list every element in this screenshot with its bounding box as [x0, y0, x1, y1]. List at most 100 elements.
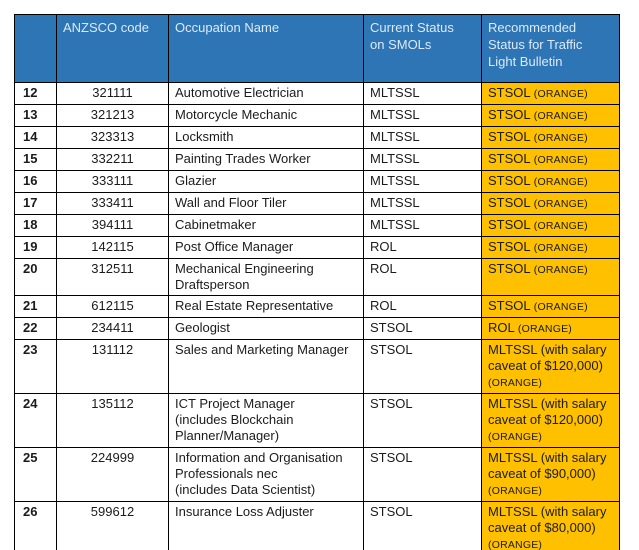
header-row: ANZSCO code Occupation Name Current Stat… [14, 14, 620, 83]
status-color-note: (ORANGE) [488, 485, 543, 497]
status-color-note: (ORANGE) [533, 132, 588, 144]
status-color-note: (ORANGE) [533, 154, 588, 166]
status-color-note: (ORANGE) [533, 176, 588, 188]
anzsco-code-cell: 599612 [56, 501, 169, 550]
table-row: 20 312511 Mechanical Engineering Draftsp… [14, 258, 620, 296]
status-color-note: (ORANGE) [533, 242, 588, 254]
current-status-cell: STSOL [363, 339, 482, 394]
row-number-cell: 19 [14, 236, 57, 259]
anzsco-code-cell: 224999 [56, 447, 169, 502]
recommended-status-cell: MLTSSL (with salary caveat of $120,000) … [481, 393, 620, 448]
row-number-cell: 23 [14, 339, 57, 394]
recommended-status-cell: STSOL (ORANGE) [481, 295, 620, 318]
row-number-cell: 14 [14, 126, 57, 149]
row-number-cell: 13 [14, 104, 57, 127]
recommended-status-text: STSOL [488, 195, 531, 210]
table-row: 15 332211 Painting Trades Worker MLTSSL … [14, 148, 620, 171]
occupation-name-cell: Mechanical Engineering Draftsperson [168, 258, 364, 296]
current-status-cell: STSOL [363, 501, 482, 550]
recommended-status-text: STSOL [488, 298, 531, 313]
current-status-cell: MLTSSL [363, 192, 482, 215]
current-status-cell: STSOL [363, 317, 482, 340]
occupation-name-cell: Automotive Electrician [168, 82, 364, 105]
recommended-status-cell: STSOL (ORANGE) [481, 126, 620, 149]
recommended-status-text: MLTSSL (with salary caveat of $90,000) [488, 450, 607, 481]
current-status-cell: ROL [363, 236, 482, 259]
status-color-note: (ORANGE) [488, 539, 543, 550]
row-number-cell: 16 [14, 170, 57, 193]
table-row: 23 131112 Sales and Marketing Manager ST… [14, 339, 620, 394]
recommended-status-cell: STSOL (ORANGE) [481, 214, 620, 237]
occupation-name-cell: Glazier [168, 170, 364, 193]
anzsco-code-cell: 333111 [56, 170, 169, 193]
anzsco-code-cell: 131112 [56, 339, 169, 394]
row-number-cell: 12 [14, 82, 57, 105]
occupation-name-cell: Wall and Floor Tiler [168, 192, 364, 215]
table-row: 24 135112 ICT Project Manager (includes … [14, 393, 620, 448]
status-color-note: (ORANGE) [533, 220, 588, 232]
anzsco-code-cell: 135112 [56, 393, 169, 448]
header-current-status: Current Status on SMOLs [363, 14, 482, 83]
table-row: 14 323313 Locksmith MLTSSL STSOL (ORANGE… [14, 126, 620, 149]
row-number-cell: 20 [14, 258, 57, 296]
recommended-status-text: STSOL [488, 173, 531, 188]
anzsco-code-cell: 394111 [56, 214, 169, 237]
recommended-status-text: STSOL [488, 217, 531, 232]
current-status-cell: MLTSSL [363, 82, 482, 105]
current-status-cell: MLTSSL [363, 126, 482, 149]
status-color-note: (ORANGE) [533, 110, 588, 122]
recommended-status-cell: STSOL (ORANGE) [481, 104, 620, 127]
occupation-name-cell: Information and Organisation Professiona… [168, 447, 364, 502]
occupation-name-cell: Insurance Loss Adjuster [168, 501, 364, 550]
row-number-cell: 15 [14, 148, 57, 171]
row-number-cell: 18 [14, 214, 57, 237]
occupation-name-cell: Motorcycle Mechanic [168, 104, 364, 127]
recommended-status-text: STSOL [488, 239, 531, 254]
row-number-cell: 26 [14, 501, 57, 550]
recommended-status-cell: MLTSSL (with salary caveat of $120,000) … [481, 339, 620, 394]
table-row: 19 142115 Post Office Manager ROL STSOL … [14, 236, 620, 259]
table-row: 26 599612 Insurance Loss Adjuster STSOL … [14, 501, 620, 550]
row-number-cell: 25 [14, 447, 57, 502]
anzsco-code-cell: 142115 [56, 236, 169, 259]
occupation-name-cell: Sales and Marketing Manager [168, 339, 364, 394]
anzsco-code-cell: 321111 [56, 82, 169, 105]
anzsco-code-cell: 321213 [56, 104, 169, 127]
table-row: 16 333111 Glazier MLTSSL STSOL (ORANGE) [14, 170, 620, 193]
header-row-number [14, 14, 57, 83]
status-color-note: (ORANGE) [533, 264, 588, 276]
recommended-status-cell: ROL (ORANGE) [481, 317, 620, 340]
recommended-status-text: ROL [488, 320, 515, 335]
status-color-note: (ORANGE) [533, 198, 588, 210]
anzsco-code-cell: 612115 [56, 295, 169, 318]
header-anzsco-code: ANZSCO code [56, 14, 169, 83]
row-number-cell: 24 [14, 393, 57, 448]
recommended-status-cell: STSOL (ORANGE) [481, 258, 620, 296]
recommended-status-text: STSOL [488, 151, 531, 166]
occupation-name-cell: Geologist [168, 317, 364, 340]
current-status-cell: STSOL [363, 393, 482, 448]
current-status-cell: MLTSSL [363, 148, 482, 171]
anzsco-code-cell: 323313 [56, 126, 169, 149]
anzsco-code-cell: 333411 [56, 192, 169, 215]
recommended-status-text: STSOL [488, 261, 531, 276]
anzsco-code-cell: 332211 [56, 148, 169, 171]
occupation-name-cell: Post Office Manager [168, 236, 364, 259]
recommended-status-text: MLTSSL (with salary caveat of $120,000) [488, 342, 607, 373]
status-color-note: (ORANGE) [517, 323, 572, 335]
occupation-name-cell: Painting Trades Worker [168, 148, 364, 171]
status-color-note: (ORANGE) [533, 301, 588, 313]
current-status-cell: MLTSSL [363, 214, 482, 237]
occupation-name-cell: Cabinetmaker [168, 214, 364, 237]
occupation-status-table: ANZSCO code Occupation Name Current Stat… [14, 14, 620, 550]
recommended-status-cell: STSOL (ORANGE) [481, 170, 620, 193]
recommended-status-text: MLTSSL (with salary caveat of $120,000) [488, 396, 607, 427]
current-status-cell: ROL [363, 295, 482, 318]
status-color-note: (ORANGE) [488, 431, 543, 443]
recommended-status-cell: MLTSSL (with salary caveat of $90,000) (… [481, 447, 620, 502]
recommended-status-text: STSOL [488, 129, 531, 144]
table-row: 12 321111 Automotive Electrician MLTSSL … [14, 82, 620, 105]
recommended-status-cell: STSOL (ORANGE) [481, 148, 620, 171]
anzsco-code-cell: 312511 [56, 258, 169, 296]
